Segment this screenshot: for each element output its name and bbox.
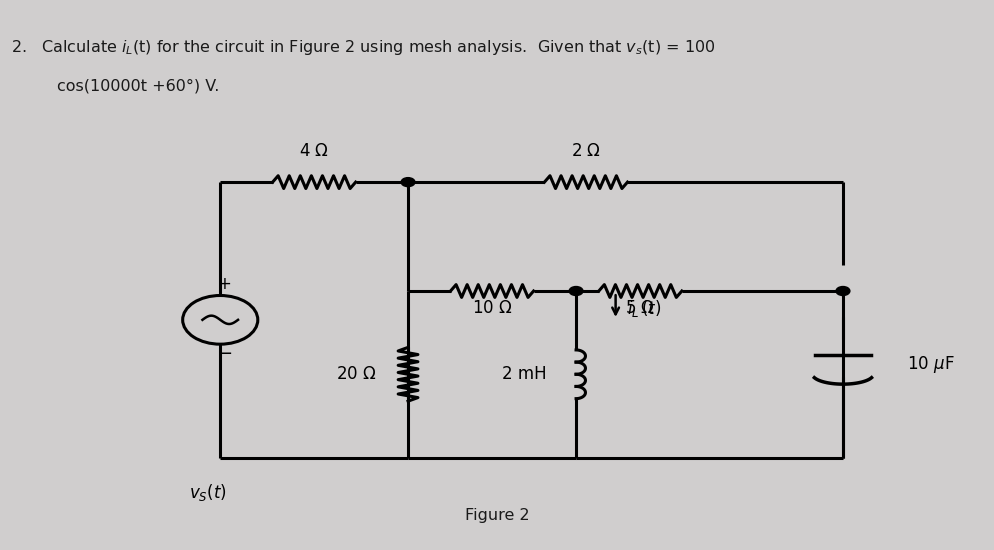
Text: +: + <box>218 275 232 293</box>
Text: 10 $\mu$F: 10 $\mu$F <box>908 354 955 375</box>
Text: 5 $\Omega$: 5 $\Omega$ <box>625 299 655 317</box>
Circle shape <box>402 178 414 186</box>
Text: 10 $\Omega$: 10 $\Omega$ <box>472 299 512 317</box>
Circle shape <box>570 287 583 295</box>
Text: 2 $\Omega$: 2 $\Omega$ <box>571 142 601 160</box>
Text: $v_S(t)$: $v_S(t)$ <box>190 482 228 503</box>
Text: Figure 2: Figure 2 <box>464 508 530 522</box>
Text: 2 mH: 2 mH <box>502 365 547 383</box>
Text: cos(10000t +60°) V.: cos(10000t +60°) V. <box>57 79 220 94</box>
Text: $i_L\,(t)$: $i_L\,(t)$ <box>627 299 662 320</box>
Text: 2.   Calculate $i_L$(t) for the circuit in Figure 2 using mesh analysis.  Given : 2. Calculate $i_L$(t) for the circuit in… <box>11 38 715 57</box>
Text: 20 $\Omega$: 20 $\Omega$ <box>336 365 377 383</box>
Circle shape <box>836 287 850 295</box>
Text: −: − <box>217 345 232 363</box>
Text: 4 $\Omega$: 4 $\Omega$ <box>299 142 329 160</box>
